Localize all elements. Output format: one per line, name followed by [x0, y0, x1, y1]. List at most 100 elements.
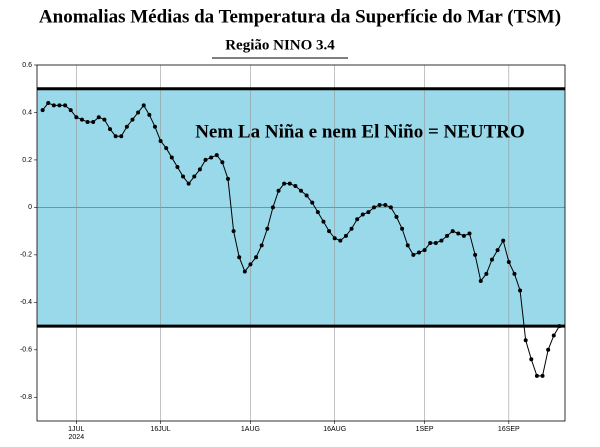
point	[214, 153, 219, 158]
point	[102, 117, 107, 122]
point	[259, 243, 264, 248]
point	[203, 157, 208, 162]
x-tick-label: 16JUL	[150, 426, 170, 433]
x-tick-label: 16SEP	[498, 426, 520, 433]
point	[57, 103, 62, 108]
x-tick-label: 1JUL	[68, 426, 84, 433]
point	[248, 262, 253, 267]
point	[551, 333, 556, 338]
point	[40, 108, 45, 113]
point	[85, 119, 90, 124]
point	[152, 124, 157, 129]
y-tick-label: 0.6	[22, 62, 32, 69]
point	[141, 103, 146, 108]
point	[287, 181, 292, 186]
point	[405, 243, 410, 248]
point	[495, 248, 500, 253]
point	[321, 219, 326, 224]
point	[158, 138, 163, 143]
x-tick-label: 1AUG	[241, 426, 260, 433]
x-tick-label: 16AUG	[323, 426, 346, 433]
point	[372, 205, 377, 210]
point	[467, 231, 472, 236]
plot-frame	[36, 64, 566, 422]
x-tick-label: 1SEP	[416, 426, 434, 433]
point	[473, 252, 478, 257]
point	[231, 229, 236, 234]
y-tick-label: 0.4	[22, 109, 32, 116]
point	[113, 134, 118, 139]
point	[63, 103, 68, 108]
point	[349, 226, 354, 231]
point	[46, 100, 51, 105]
point	[164, 146, 169, 151]
point	[327, 229, 332, 234]
point	[489, 257, 494, 262]
point	[130, 117, 135, 122]
point	[276, 188, 281, 193]
point	[332, 236, 337, 241]
point	[315, 210, 320, 215]
point	[124, 124, 129, 129]
point	[534, 373, 539, 378]
point	[450, 229, 455, 234]
point	[540, 373, 545, 378]
point	[428, 241, 433, 245]
point	[338, 238, 343, 243]
point	[484, 271, 489, 276]
point	[416, 250, 421, 255]
annotation: Nem La Niña e nem El Niño = NEUTRO	[195, 121, 525, 142]
y-tick-label: -0.4	[20, 299, 32, 306]
point	[478, 278, 483, 283]
point	[394, 214, 399, 219]
chart-title: Anomalias Médias da Temperatura da Super…	[39, 6, 561, 27]
point	[422, 248, 427, 253]
point	[220, 160, 225, 165]
y-tick-label: -0.8	[20, 394, 32, 401]
point	[506, 259, 511, 264]
point	[529, 357, 534, 362]
point	[293, 184, 298, 189]
point	[400, 226, 405, 231]
y-tick-label: -0.2	[20, 252, 32, 259]
point	[79, 117, 84, 122]
point	[366, 210, 371, 215]
point	[192, 174, 197, 179]
point	[108, 127, 113, 132]
point	[265, 226, 270, 231]
point	[282, 181, 287, 186]
point	[96, 115, 101, 120]
y-tick-label: 0.2	[22, 157, 32, 164]
point	[557, 324, 562, 329]
point	[512, 271, 517, 276]
point	[523, 338, 528, 343]
point	[501, 238, 506, 243]
point	[546, 347, 551, 352]
point	[197, 167, 202, 172]
point	[343, 233, 348, 238]
point	[355, 217, 360, 222]
y-tick-label: -0.6	[20, 347, 32, 354]
point	[270, 205, 275, 210]
point	[209, 155, 214, 160]
point	[68, 108, 73, 113]
point	[147, 112, 152, 117]
point	[456, 231, 461, 236]
y-tick-label: 0	[28, 204, 32, 211]
point	[411, 252, 416, 257]
point	[169, 155, 174, 160]
point	[119, 134, 124, 139]
point	[310, 200, 315, 205]
point	[377, 203, 382, 208]
chart-subtitle: Região NINO 3.4	[225, 37, 335, 53]
point	[299, 188, 303, 193]
point	[91, 119, 96, 124]
point	[237, 255, 242, 260]
point	[518, 288, 523, 293]
point	[433, 241, 438, 245]
point	[383, 203, 388, 208]
point	[304, 193, 309, 198]
point	[445, 233, 450, 238]
point	[439, 238, 444, 243]
